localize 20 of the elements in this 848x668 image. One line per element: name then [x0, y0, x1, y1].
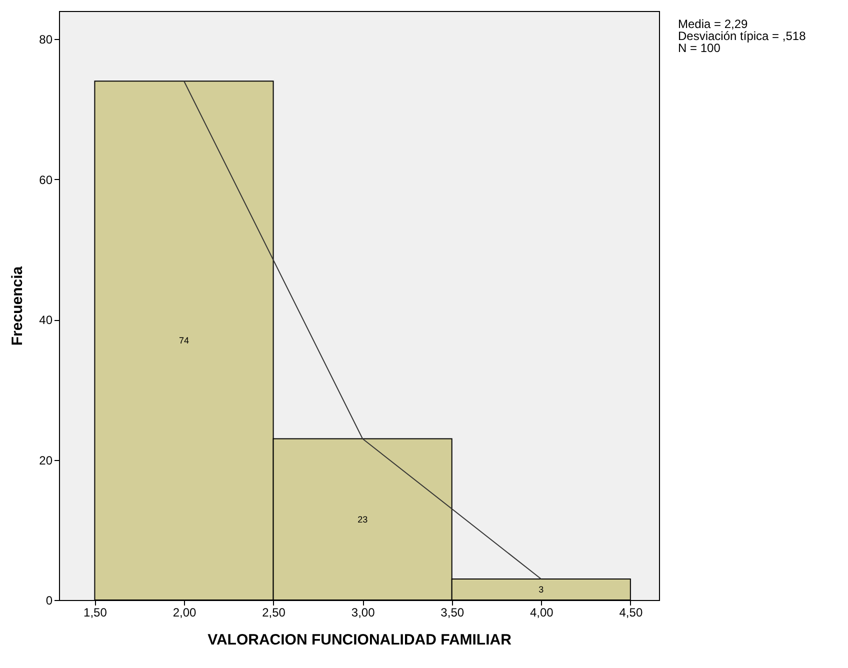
y-axis-title: Frecuencia	[9, 266, 26, 346]
data-label: 23	[358, 514, 368, 524]
text: Desviación típica = ,518	[678, 29, 806, 43]
x-tick-label: 4,50	[619, 606, 643, 620]
y-tick-label: 40	[39, 313, 53, 328]
x-tick-label: 4,00	[530, 606, 554, 620]
x-tick-label: 2,00	[172, 606, 196, 620]
text: N = 100	[678, 41, 722, 55]
y-tick-label: 80	[39, 32, 53, 47]
y-tick-label: 0	[46, 594, 53, 608]
x-axis-title: VALORACION FUNCIONALIDAD FAMILIAR	[208, 632, 512, 648]
data-label: 3	[538, 584, 544, 594]
x-tick-label: 2,50	[262, 606, 286, 620]
data-label: 74	[178, 336, 190, 346]
x-tick-label: 3,50	[440, 606, 464, 620]
y-tick-label: 20	[39, 453, 53, 468]
y-tick-label: 60	[39, 172, 53, 187]
x-tick-label: 1,50	[84, 606, 108, 620]
text: Media = 2,29	[678, 17, 749, 31]
x-tick-label: 3,00	[351, 606, 376, 620]
